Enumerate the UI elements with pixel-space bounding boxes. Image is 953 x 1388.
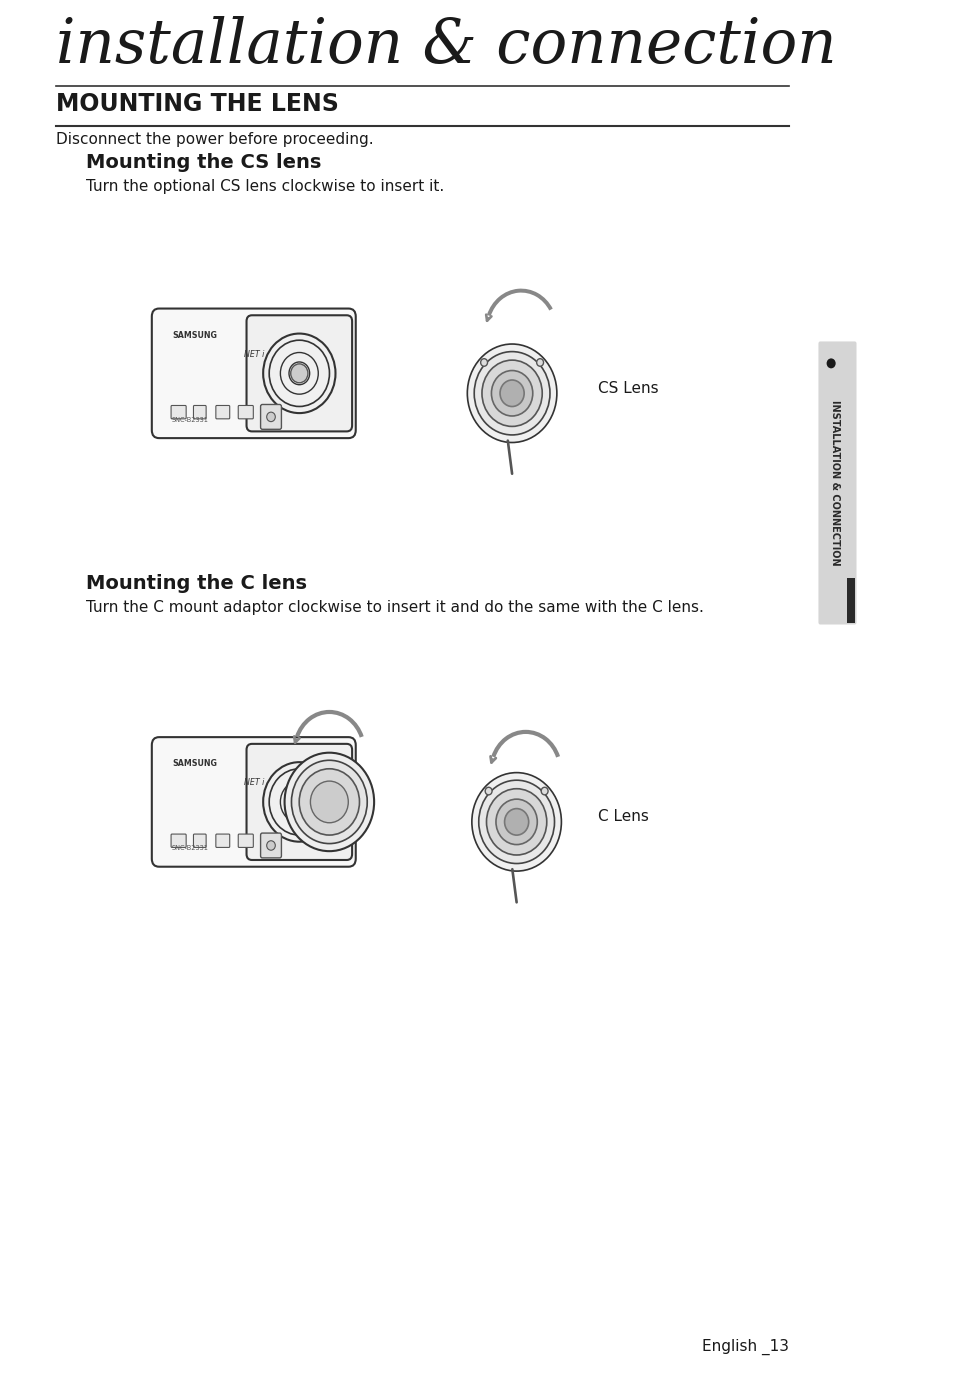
Text: CS Lens: CS Lens (598, 380, 659, 396)
Text: Disconnect the power before proceeding.: Disconnect the power before proceeding. (56, 132, 374, 147)
Text: INSTALLATION & CONNECTION: INSTALLATION & CONNECTION (829, 400, 839, 566)
Text: C Lens: C Lens (598, 809, 648, 824)
Circle shape (496, 799, 537, 844)
Circle shape (292, 761, 367, 844)
Text: NET i: NET i (244, 779, 264, 787)
Circle shape (472, 773, 560, 872)
FancyBboxPatch shape (260, 404, 281, 429)
Bar (846, 577, 854, 622)
FancyBboxPatch shape (193, 834, 206, 848)
FancyBboxPatch shape (246, 315, 352, 432)
Circle shape (504, 809, 528, 836)
Circle shape (825, 358, 835, 368)
Circle shape (540, 787, 548, 795)
FancyBboxPatch shape (215, 834, 230, 848)
Text: installation & connection: installation & connection (56, 17, 836, 76)
Text: SAMSUNG: SAMSUNG (172, 330, 216, 340)
FancyBboxPatch shape (238, 834, 253, 848)
FancyBboxPatch shape (818, 341, 856, 625)
FancyBboxPatch shape (246, 744, 352, 861)
Text: NET i: NET i (244, 350, 264, 358)
Circle shape (499, 380, 523, 407)
Circle shape (480, 358, 487, 366)
FancyBboxPatch shape (152, 737, 355, 866)
FancyBboxPatch shape (260, 405, 273, 419)
Circle shape (478, 780, 554, 863)
Text: Mounting the C lens: Mounting the C lens (86, 573, 307, 593)
Text: SNC-B2331: SNC-B2331 (172, 416, 209, 422)
Text: MOUNTING THE LENS: MOUNTING THE LENS (56, 92, 338, 117)
Circle shape (481, 359, 541, 426)
Circle shape (537, 358, 543, 366)
Text: Mounting the CS lens: Mounting the CS lens (86, 153, 321, 172)
Circle shape (299, 769, 359, 836)
FancyBboxPatch shape (260, 834, 273, 848)
Circle shape (284, 752, 374, 851)
FancyBboxPatch shape (238, 405, 253, 419)
Circle shape (310, 781, 348, 823)
Circle shape (474, 351, 550, 434)
FancyBboxPatch shape (171, 834, 186, 848)
Circle shape (291, 364, 308, 383)
Circle shape (486, 788, 546, 855)
Text: SNC-B2331: SNC-B2331 (172, 845, 209, 851)
Circle shape (491, 371, 532, 416)
Text: English _13: English _13 (700, 1339, 788, 1355)
Text: Turn the C mount adaptor clockwise to insert it and do the same with the C lens.: Turn the C mount adaptor clockwise to in… (86, 600, 703, 615)
FancyBboxPatch shape (215, 405, 230, 419)
Circle shape (267, 412, 275, 422)
FancyBboxPatch shape (260, 833, 281, 858)
FancyBboxPatch shape (193, 405, 206, 419)
FancyBboxPatch shape (152, 308, 355, 439)
Circle shape (291, 793, 308, 812)
Circle shape (467, 344, 557, 443)
FancyBboxPatch shape (171, 405, 186, 419)
Text: Turn the optional CS lens clockwise to insert it.: Turn the optional CS lens clockwise to i… (86, 179, 444, 194)
Text: SAMSUNG: SAMSUNG (172, 759, 216, 769)
Circle shape (485, 787, 492, 795)
Circle shape (267, 841, 275, 851)
